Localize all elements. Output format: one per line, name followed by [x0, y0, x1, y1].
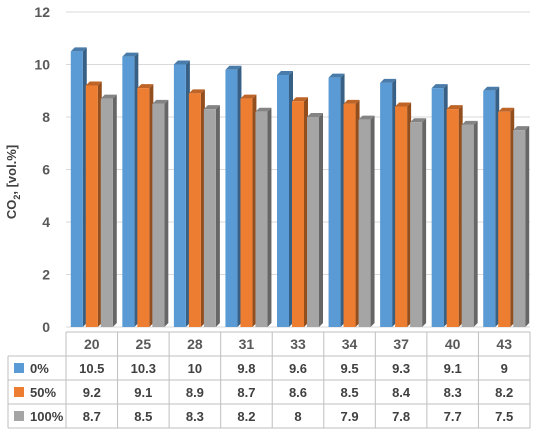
data-label: 7.9 [341, 409, 359, 424]
bar-50%-31 [240, 94, 257, 327]
data-label: 9.6 [289, 361, 307, 376]
bar-50%-33 [292, 97, 308, 327]
y-axis-label: CO2, [vol.%] [4, 145, 22, 219]
bar-100%-25 [152, 99, 169, 327]
y-tick-label: 12 [34, 4, 50, 20]
data-label: 8.2 [495, 385, 513, 400]
bar-0%-28 [173, 60, 190, 327]
data-table: 20 25 28 31 33 34 37 40 43 0% 10.5 10.3 10 9.8 9.6 9.5 9… [7, 331, 531, 429]
bar-0%-34 [328, 73, 345, 327]
bar-100%-31 [255, 107, 272, 327]
y-tick-label: 8 [42, 109, 50, 125]
data-label: 9.3 [392, 361, 410, 376]
bar-100%-20 [100, 94, 117, 327]
data-label: 8.3 [186, 409, 204, 424]
bar-100%-28 [203, 105, 220, 327]
x-tick-label: 37 [393, 336, 409, 352]
bar-50%-34 [343, 99, 360, 327]
y-axis-label-subscript: 2 [12, 195, 22, 200]
data-label: 7.5 [495, 409, 513, 424]
data-label: 8.5 [134, 409, 152, 424]
data-label: 9.5 [341, 361, 359, 376]
x-tick-label: 20 [84, 336, 100, 352]
bar-50%-25 [137, 84, 154, 327]
x-tick-label: 25 [136, 336, 152, 352]
data-label: 10 [188, 361, 202, 376]
bar-100%-33 [307, 113, 323, 327]
data-label: 7.7 [444, 409, 462, 424]
x-tick-label: 31 [239, 336, 255, 352]
y-tick-label: 0 [42, 319, 50, 335]
x-tick-label: 40 [445, 336, 461, 352]
bar-100%-34 [358, 115, 375, 327]
data-label: 8.5 [341, 385, 359, 400]
y-axis-ticks: 0 2 4 6 8 10 12 [34, 4, 50, 335]
data-label: 8.7 [237, 385, 255, 400]
data-label: 9.1 [444, 361, 462, 376]
legend-label: 0% [30, 361, 49, 376]
data-label: 10.3 [131, 361, 156, 376]
bar-0%-43 [483, 86, 500, 327]
bars [70, 47, 530, 327]
bar-0%-33 [277, 71, 293, 327]
bar-50%-40 [446, 105, 463, 327]
legend-label: 100% [30, 409, 64, 424]
data-label: 7.8 [392, 409, 410, 424]
data-label: 8.2 [237, 409, 255, 424]
data-label: 10.5 [79, 361, 104, 376]
legend-key [14, 387, 24, 397]
data-label: 8.7 [83, 409, 101, 424]
bar-50%-43 [498, 107, 515, 327]
data-label: 8.4 [392, 385, 411, 400]
y-tick-label: 2 [42, 267, 50, 283]
legend-key [14, 363, 24, 373]
bar-0%-25 [122, 52, 139, 327]
y-tick-label: 4 [42, 214, 50, 230]
bar-0%-20 [70, 47, 87, 327]
bar-0%-37 [380, 78, 397, 327]
bar-50%-20 [85, 81, 102, 327]
bar-0%-31 [225, 65, 242, 327]
data-label: 9 [501, 361, 508, 376]
bar-0%-40 [431, 84, 448, 327]
x-tick-label: 28 [187, 336, 203, 352]
x-tick-label: 33 [290, 336, 306, 352]
legend-label: 50% [30, 385, 56, 400]
data-label: 8.3 [444, 385, 462, 400]
legend-key [14, 411, 24, 421]
bar-50%-28 [188, 89, 205, 327]
bar-100%-43 [513, 126, 530, 327]
bar-100%-40 [461, 120, 478, 327]
data-label: 8.6 [289, 385, 307, 400]
data-label: 9.2 [83, 385, 101, 400]
data-label: 8.9 [186, 385, 204, 400]
x-tick-label: 34 [342, 336, 358, 352]
data-label: 8 [294, 409, 301, 424]
x-tick-label: 43 [496, 336, 512, 352]
bar-100%-37 [410, 118, 427, 327]
y-tick-label: 10 [34, 57, 50, 73]
data-label: 9.8 [237, 361, 255, 376]
bar-50%-37 [395, 102, 412, 327]
data-label: 9.1 [134, 385, 152, 400]
y-tick-label: 6 [42, 162, 50, 178]
